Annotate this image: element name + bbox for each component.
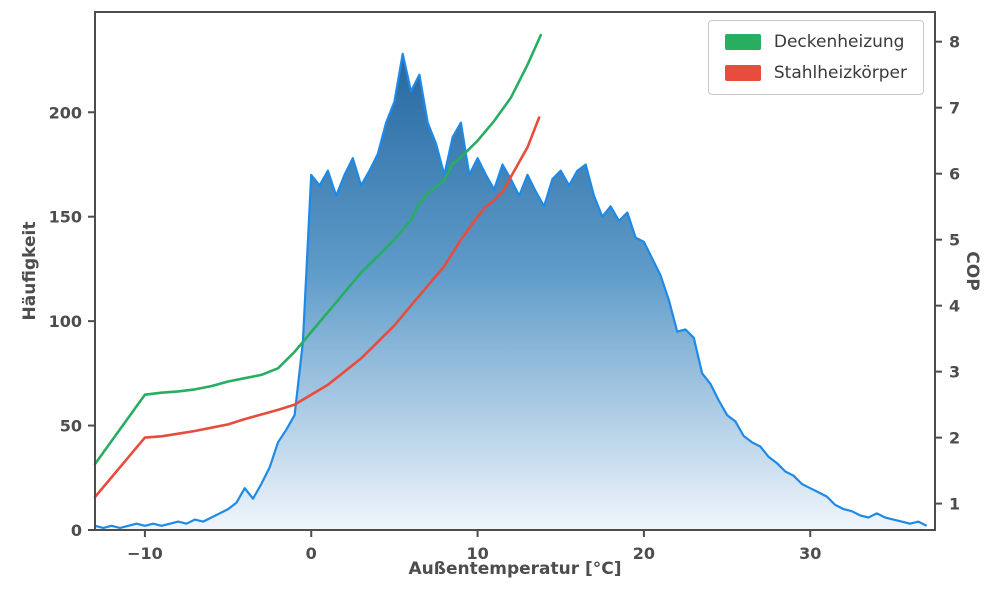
svg-text:8: 8	[949, 33, 960, 52]
svg-text:20: 20	[633, 544, 655, 563]
svg-text:30: 30	[799, 544, 821, 563]
stahlheizkoerper-swatch	[724, 65, 761, 81]
svg-text:100: 100	[49, 312, 82, 331]
svg-text:10: 10	[466, 544, 488, 563]
x-axis-label: Außentemperatur [°C]	[408, 559, 622, 579]
svg-text:1: 1	[949, 495, 960, 514]
svg-text:6: 6	[949, 165, 960, 184]
svg-text:−10: −10	[127, 544, 163, 563]
legend-label-deckenheizung: Deckenheizung	[773, 32, 905, 52]
svg-text:0: 0	[71, 521, 82, 540]
svg-text:4: 4	[949, 297, 960, 316]
legend: Deckenheizung Stahlheizkörper	[707, 20, 924, 95]
deckenheizung-swatch	[724, 34, 761, 50]
svg-text:150: 150	[49, 208, 82, 227]
svg-text:5: 5	[949, 231, 960, 250]
svg-text:2: 2	[949, 429, 960, 448]
left-axis-label: Häufigkeit	[20, 221, 40, 321]
svg-text:0: 0	[306, 544, 317, 563]
legend-item-stahlheizkoerper: Stahlheizkörper	[724, 63, 907, 83]
right-axis-label: COP	[962, 251, 982, 291]
svg-text:7: 7	[949, 99, 960, 118]
legend-item-deckenheizung: Deckenheizung	[724, 32, 907, 52]
svg-text:3: 3	[949, 363, 960, 382]
svg-text:200: 200	[49, 103, 82, 122]
svg-text:50: 50	[60, 417, 82, 436]
legend-label-stahlheizkoerper: Stahlheizkörper	[773, 63, 907, 83]
